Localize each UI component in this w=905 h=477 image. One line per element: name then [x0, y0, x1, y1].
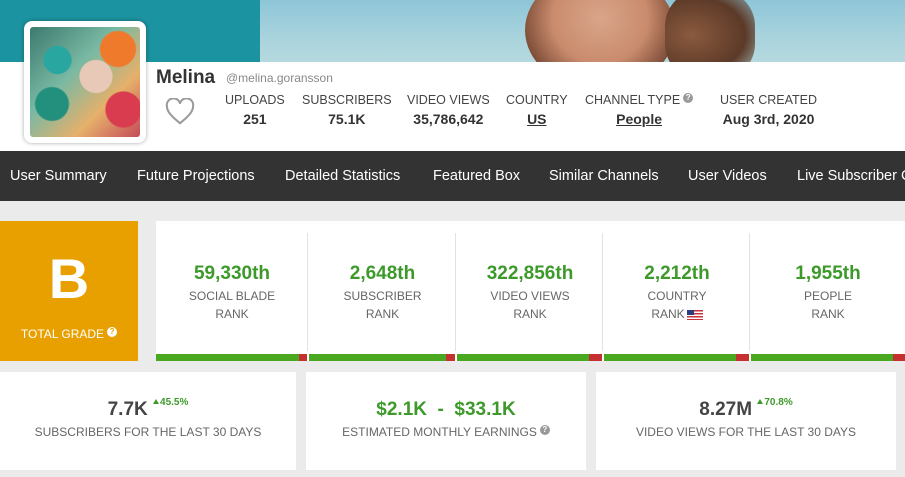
channel-name: Melina: [156, 67, 216, 88]
rank-bar: [604, 354, 749, 361]
avatar: [30, 27, 140, 137]
rank-bar: [156, 354, 307, 361]
rank-bar-remainder: [299, 354, 307, 361]
rank-country: 2,212th COUNTRY RANK: [604, 221, 750, 361]
card-label: ESTIMATED MONTHLY EARNINGS: [342, 425, 537, 439]
video-views-30-days-card: 8.27M 70.8% VIDEO VIEWS FOR THE LAST 30 …: [596, 372, 896, 470]
stat-value: 251: [243, 111, 267, 127]
rank-label: RANK: [811, 307, 845, 321]
rank-bar-remainder: [735, 354, 749, 361]
rank-value: 322,856th: [486, 263, 574, 284]
rank-bar-fill: [751, 354, 893, 361]
rank-label: SOCIAL BLADE: [188, 289, 276, 303]
channel-banner: [0, 0, 905, 62]
nav-user-summary[interactable]: User Summary: [10, 168, 107, 184]
card-value: 7.7K: [107, 399, 148, 420]
rank-label: VIDEO VIEWS: [490, 289, 570, 303]
stat-label: UPLOADS: [225, 93, 285, 107]
stat-value: Aug 3rd, 2020: [722, 111, 815, 127]
card-delta: 70.8%: [764, 397, 793, 408]
stat-value: 35,786,642: [413, 111, 484, 127]
grade-label: TOTAL GRADE: [20, 327, 105, 341]
card-label: VIDEO VIEWS FOR THE LAST 30 DAYS: [635, 425, 857, 439]
stat-country: COUNTRY US: [506, 93, 568, 127]
rank-divider: [455, 233, 456, 351]
stat-user-created: USER CREATED Aug 3rd, 2020: [720, 93, 817, 127]
rank-subscriber: 2,648th SUBSCRIBER RANK: [309, 221, 456, 361]
rank-people: 1,955th PEOPLE RANK: [751, 221, 905, 361]
country-link[interactable]: US: [527, 111, 547, 127]
stat-label: COUNTRY: [506, 93, 568, 107]
card-label: SUBSCRIBERS FOR THE LAST 30 DAYS: [34, 425, 262, 439]
rank-bar-fill: [604, 354, 736, 361]
stat-subscribers: SUBSCRIBERS 75.1K: [302, 93, 392, 127]
rank-bar-fill: [457, 354, 589, 361]
banner-person: [525, 0, 675, 62]
card-delta: 45.5%: [160, 397, 189, 408]
nav-similar-channels[interactable]: Similar Channels: [549, 168, 659, 184]
card-value: $2.1K - $33.1K: [376, 399, 516, 420]
subscribers-30-days-card: 7.7K 45.5% SUBSCRIBERS FOR THE LAST 30 D…: [0, 372, 296, 470]
card-value: 8.27M: [699, 399, 753, 420]
banner-hair: [665, 0, 755, 62]
question-mark-icon[interactable]: ?: [107, 327, 118, 337]
rank-bar: [309, 354, 455, 361]
stat-label: SUBSCRIBERS: [302, 93, 392, 107]
rank-video-views: 322,856th VIDEO VIEWS RANK: [457, 221, 603, 361]
rank-label: RANK: [215, 307, 249, 321]
triangle-up-icon: [153, 399, 160, 404]
rank-bar: [751, 354, 905, 361]
channel-type-link[interactable]: People: [616, 111, 663, 127]
rank-label: COUNTRY: [647, 289, 707, 303]
rank-label: RANK: [651, 307, 685, 321]
question-mark-icon[interactable]: ?: [683, 93, 694, 103]
rank-value: 2,212th: [644, 263, 710, 284]
avatar-frame: [24, 21, 146, 143]
rank-value: 59,330th: [193, 263, 271, 284]
profile-header: [0, 62, 905, 151]
stat-label: CHANNEL TYPE: [585, 93, 681, 107]
rank-bar-remainder: [446, 354, 455, 361]
triangle-up-icon: [757, 399, 764, 404]
total-grade-box: B TOTAL GRADE?: [0, 221, 138, 361]
stat-label: USER CREATED: [720, 93, 818, 107]
channel-handle: @melina.goransson: [226, 71, 333, 85]
rank-bar-remainder: [588, 354, 602, 361]
rank-bar-remainder: [892, 354, 905, 361]
stat-channel-type: CHANNEL TYPE? People: [585, 93, 694, 127]
rank-value: 2,648th: [349, 263, 416, 284]
stat-uploads: UPLOADS 251: [225, 93, 285, 127]
rank-label: RANK: [365, 307, 400, 321]
rank-bar: [457, 354, 602, 361]
rank-label: SUBSCRIBER: [343, 289, 422, 303]
stat-video-views: VIDEO VIEWS 35,786,642: [407, 93, 490, 127]
rank-social-blade: 59,330th SOCIAL BLADE RANK: [156, 221, 308, 361]
rank-bar-fill: [156, 354, 300, 361]
heart-outline-icon[interactable]: [165, 98, 195, 126]
rank-panel: 59,330th SOCIAL BLADE RANK 2,648th SUBSC…: [156, 221, 905, 361]
stat-value: 75.1K: [328, 111, 366, 127]
rank-divider: [749, 233, 750, 351]
rank-divider: [307, 233, 308, 351]
nav-featured-box[interactable]: Featured Box: [433, 168, 521, 184]
rank-label: RANK: [513, 307, 547, 321]
nav-detailed-statistics[interactable]: Detailed Statistics: [285, 168, 401, 184]
nav-bar: User Summary Future Projections Detailed…: [0, 151, 905, 201]
rank-value: 1,955th: [795, 263, 861, 284]
monthly-earnings-card: $2.1K - $33.1K ESTIMATED MONTHLY EARNING…: [306, 372, 586, 470]
question-mark-icon[interactable]: ?: [539, 425, 550, 435]
rank-divider: [602, 233, 603, 351]
stat-label: VIDEO VIEWS: [407, 93, 490, 107]
nav-future-projections[interactable]: Future Projections: [137, 168, 255, 184]
rank-bar-fill: [309, 354, 447, 361]
nav-live-subscriber-count[interactable]: Live Subscriber Count: [797, 168, 905, 184]
grade-letter: B: [48, 247, 90, 310]
us-flag-icon: [686, 309, 703, 320]
nav-user-videos[interactable]: User Videos: [688, 168, 767, 184]
rank-label: PEOPLE: [803, 289, 853, 303]
